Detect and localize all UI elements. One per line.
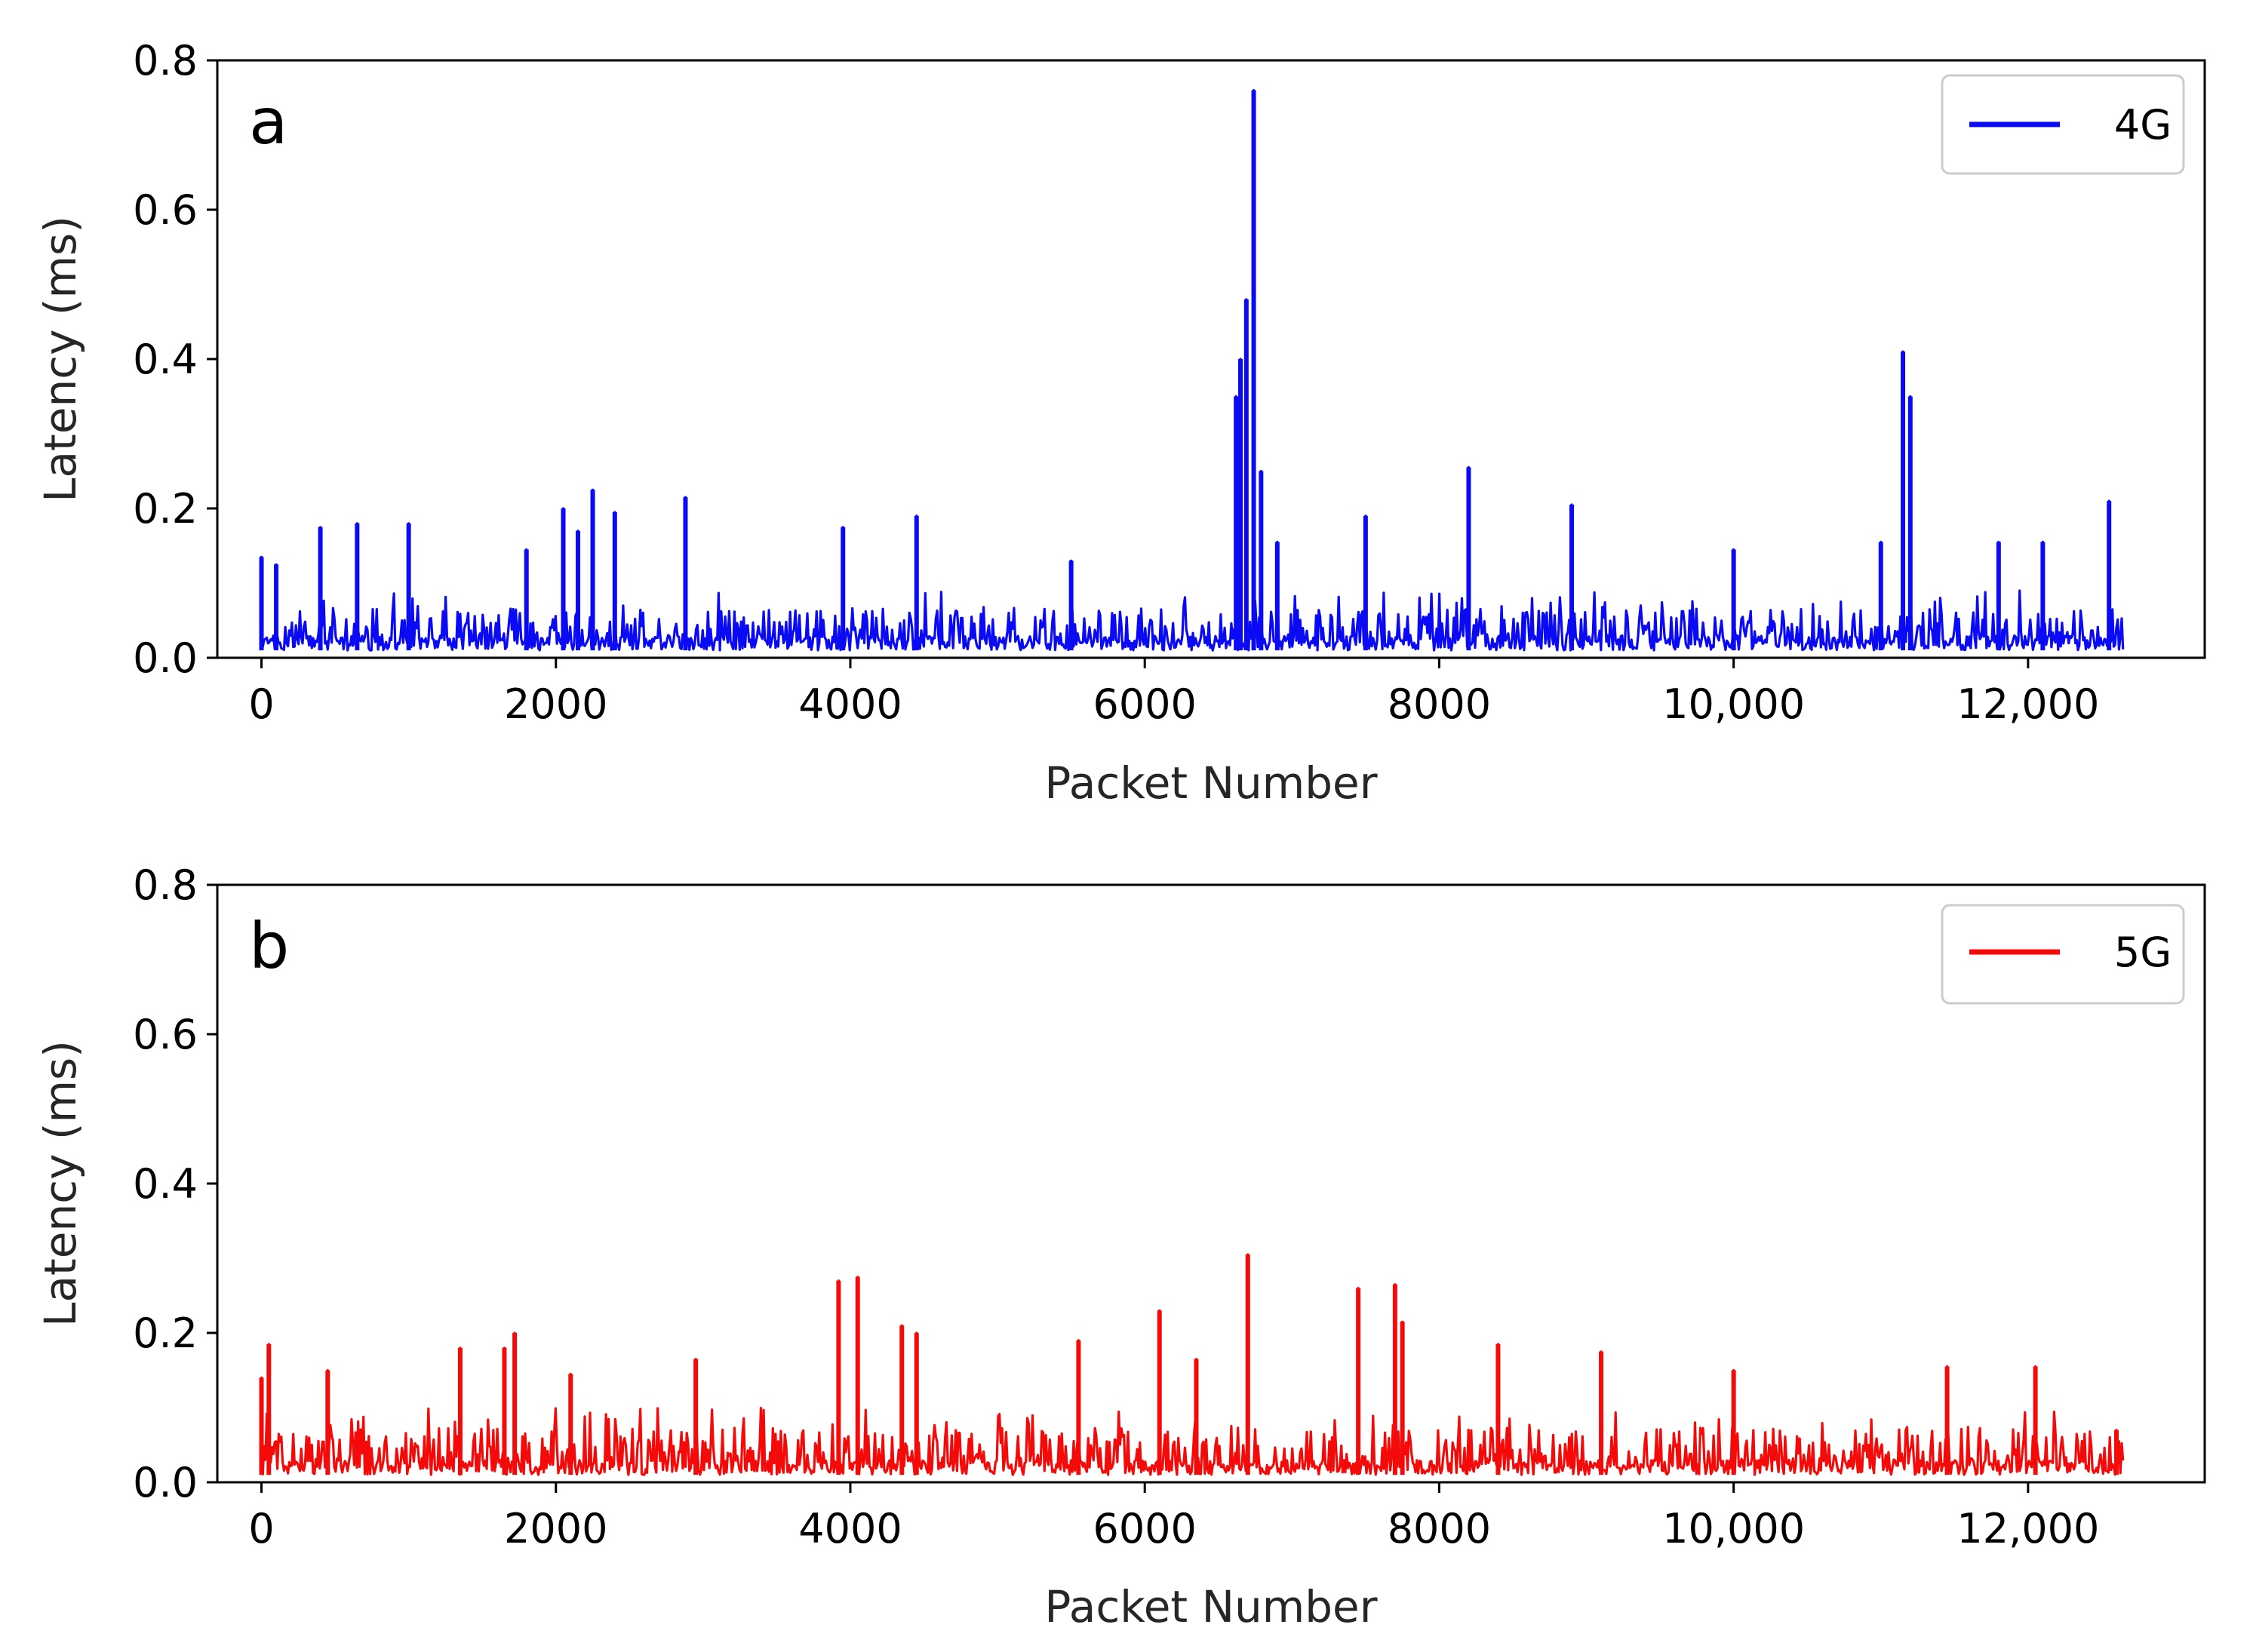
y-tick-label: 0.4 (133, 1160, 198, 1208)
panel-letter: b (249, 909, 289, 983)
x-tick-label: 10,000 (1662, 680, 1805, 728)
ticks-layer: 0 2000 4000 6000 8000 10,000 12,000 0.0 0.2 0.4 0.… (133, 861, 2099, 1552)
y-tick-label: 0.2 (133, 1310, 198, 1357)
x-tick-label: 4000 (798, 1505, 902, 1552)
y-axis-title: Latency (ms) (35, 1040, 86, 1327)
y-tick-label: 0.4 (133, 336, 198, 383)
panel-letter: a (249, 84, 287, 158)
x-tick-label: 2000 (504, 1505, 607, 1552)
series-line-4G (260, 89, 2125, 652)
panel-b: 0 2000 4000 6000 8000 10,000 12,000 0.0 0.2 0.4 0.… (35, 861, 2206, 1632)
series-line-5G (260, 1253, 2125, 1476)
legend-label: 4G (2114, 101, 2172, 149)
x-tick-label: 2000 (504, 680, 607, 728)
y-tick-label: 0.6 (133, 1011, 198, 1058)
x-tick-label: 8000 (1388, 680, 1491, 728)
ticks-layer: 0 2000 4000 6000 8000 10,000 12,000 0.0 0.2 0.4 0.… (133, 37, 2099, 728)
x-tick-label: 0 (248, 1505, 274, 1552)
y-tick-label: 0.2 (133, 485, 198, 533)
y-tick-label: 0.8 (133, 861, 198, 909)
x-tick-label: 10,000 (1662, 1505, 1805, 1552)
legend-box (1941, 74, 2185, 175)
legend-box (1941, 904, 2185, 1005)
x-axis-title: Packet Number (1044, 757, 1377, 809)
y-axis-title: Latency (ms) (35, 216, 86, 502)
x-tick-label: 8000 (1388, 1505, 1491, 1552)
x-tick-label: 6000 (1093, 1505, 1196, 1552)
y-tick-label: 0.0 (133, 634, 198, 682)
x-tick-label: 12,000 (1956, 1505, 2099, 1552)
x-tick-label: 6000 (1093, 680, 1196, 728)
plot-frame (216, 59, 2206, 659)
x-axis-title: Packet Number (1044, 1581, 1377, 1632)
y-tick-label: 0.8 (133, 37, 198, 84)
legend: 5G (1941, 904, 2185, 1005)
x-tick-label: 4000 (798, 680, 902, 728)
series-layer (259, 1253, 2125, 1476)
panel-a: 0 2000 4000 6000 8000 10,000 12,000 0.0 0.2 0.4 0.… (35, 37, 2206, 809)
x-tick-label: 0 (248, 680, 274, 728)
y-tick-label: 0.0 (133, 1459, 198, 1506)
legend-label: 5G (2114, 929, 2172, 976)
x-tick-label: 12,000 (1956, 680, 2099, 728)
legend: 4G (1941, 74, 2185, 175)
series-layer (259, 89, 2125, 652)
y-tick-label: 0.6 (133, 186, 198, 234)
